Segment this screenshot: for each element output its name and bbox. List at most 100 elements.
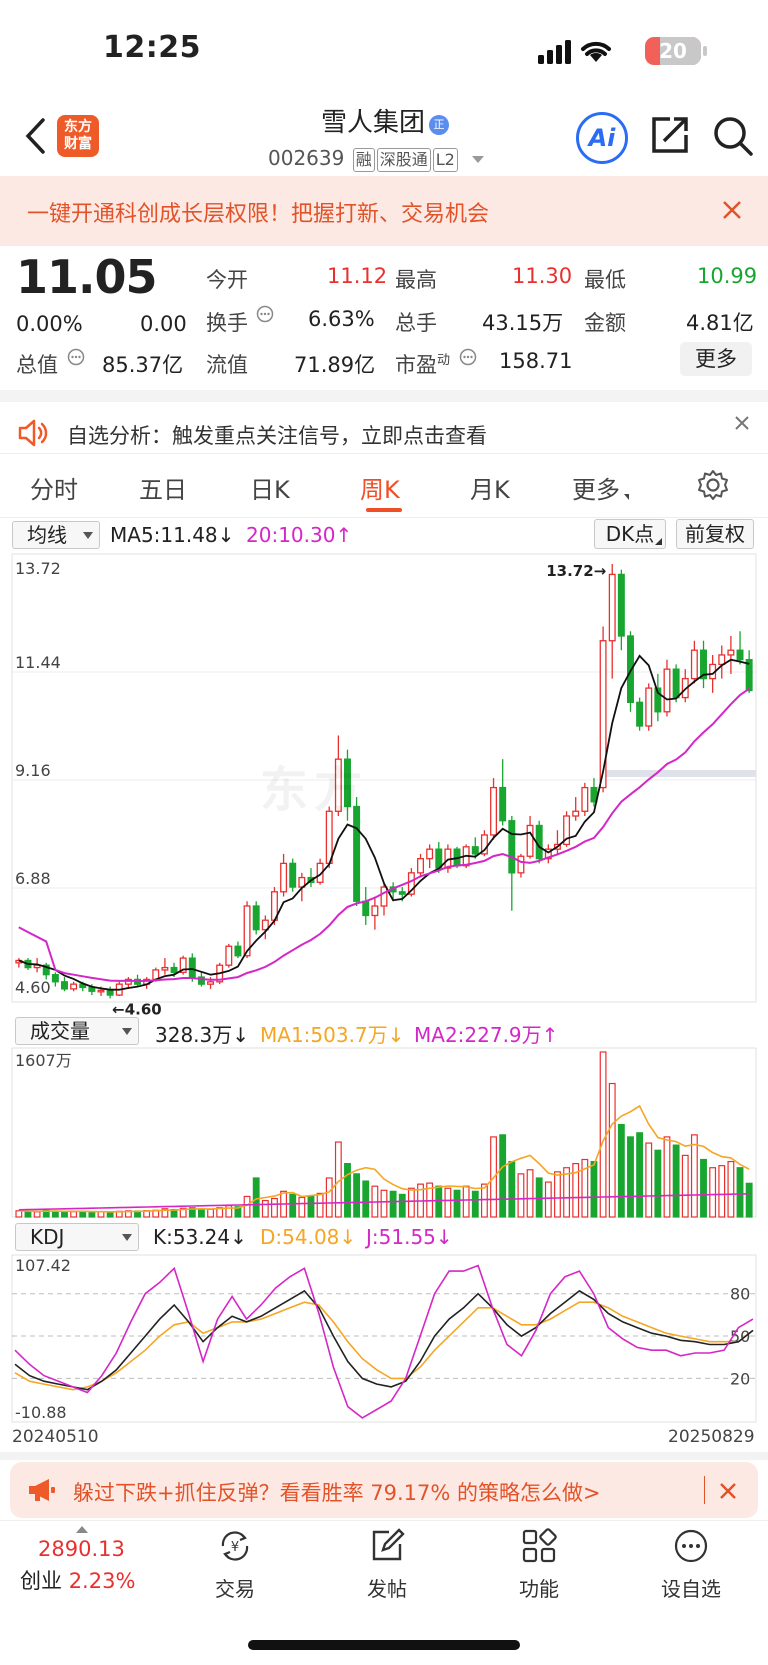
kdj-dropdown[interactable]: KDJ <box>15 1223 139 1251</box>
current-price: 11.05 <box>16 250 158 304</box>
index-row: 创业 2.23% <box>20 1565 170 1595</box>
tab-weekly-k[interactable]: 周K <box>360 476 400 504</box>
candle-body <box>544 848 552 860</box>
candle-body <box>398 891 406 895</box>
close-icon[interactable] <box>722 200 742 220</box>
candle-body <box>344 758 351 808</box>
volume-bar <box>106 1211 114 1218</box>
connect-tag: 深股通 <box>376 148 431 172</box>
float-value: 71.89亿 <box>294 353 376 377</box>
candle-body <box>380 886 388 907</box>
volume-label: 总手 <box>395 311 437 335</box>
candle-body <box>426 848 434 860</box>
turnover-value: 6.63% <box>308 307 375 331</box>
index-name: 创业 <box>20 1569 62 1593</box>
amount-label: 金额 <box>584 311 626 335</box>
tab-intraday[interactable]: 分时 <box>30 476 78 504</box>
close-icon[interactable] <box>719 1482 737 1500</box>
volume-bar <box>398 1193 406 1218</box>
candle-body <box>161 966 169 971</box>
level2-tag: L2 <box>432 148 458 172</box>
nav-post[interactable]: 发帖 <box>332 1520 442 1602</box>
info-icon[interactable] <box>459 348 477 366</box>
promo-banner[interactable] <box>0 176 768 246</box>
volume-bar <box>435 1185 443 1218</box>
volume-bar <box>572 1163 580 1218</box>
y-tick-label: 13.72 <box>15 559 61 578</box>
volume-dropdown-label: 成交量 <box>30 1019 90 1043</box>
vol-ma1-line <box>18 1104 750 1213</box>
high-annotation: 13.72→ <box>546 562 606 580</box>
volume-legend: 328.3万↓ <box>155 1019 249 1048</box>
change-pct: 0.00% <box>16 312 83 336</box>
open-label: 今开 <box>206 268 248 292</box>
promo-text[interactable]: 躲过下跌+抓住反弹？看看胜率 79.17% 的策略怎么做> <box>73 1481 601 1505</box>
y-tick-label: 11.44 <box>15 653 61 672</box>
candle-body <box>252 905 260 931</box>
battery-empty-part <box>660 37 701 65</box>
kdj-k-legend: K:53.24↓ <box>153 1225 247 1249</box>
notice-text[interactable]: 自选分析：触发重点关注信号，立即点击查看 <box>67 424 487 448</box>
nav-set-watchlist[interactable]: 设自选 <box>636 1520 746 1602</box>
tab-more[interactable]: 更多 <box>572 470 629 505</box>
candle-body <box>663 668 671 713</box>
candle-body <box>61 981 68 990</box>
more-button[interactable]: 更多 <box>680 342 752 376</box>
ma5-value: MA5:11.48 <box>110 523 218 547</box>
settings-gear-icon[interactable] <box>697 469 729 501</box>
index-ticker[interactable]: 2890.13 创业 2.23% <box>20 1526 170 1595</box>
search-icon[interactable] <box>712 115 754 157</box>
nav-functions[interactable]: 功能 <box>484 1520 594 1602</box>
volume-bar <box>88 1211 96 1218</box>
stock-subtitle[interactable]: 002639 融深股通 L2 <box>268 146 485 172</box>
share-icon[interactable] <box>650 115 690 155</box>
adjust-button[interactable]: 前复权 <box>676 519 754 549</box>
amount-value: 4.81亿 <box>686 311 754 335</box>
ai-button[interactable]: Ai <box>576 112 628 164</box>
y-tick-label: 9.16 <box>15 761 51 780</box>
volume-bar <box>325 1177 333 1218</box>
volume-bar <box>444 1187 452 1218</box>
tab-five-day[interactable]: 五日 <box>139 476 187 504</box>
kdj-j-legend: J:51.55↓ <box>366 1225 453 1249</box>
pe-label-text: 市盈 <box>395 353 437 377</box>
close-icon[interactable] <box>734 415 750 431</box>
chart-area[interactable]: 13.72 11.44 9.16 6.88 4.60 13.72→ ←4.60 1607万 10… <box>0 550 768 1450</box>
info-icon[interactable] <box>256 305 274 323</box>
volume-bar <box>636 1132 644 1218</box>
volume-bar <box>608 1082 616 1218</box>
y-tick-label: 6.88 <box>15 869 51 888</box>
ma-dropdown[interactable]: 均线 <box>12 521 100 549</box>
banner-text[interactable]: 一键开通科创成长层权限！把握打新、交易机会 <box>27 202 490 227</box>
ma5-legend: MA5:11.48↓ <box>110 523 234 547</box>
back-chevron-icon[interactable] <box>24 117 46 155</box>
high-label: 最高 <box>395 268 437 292</box>
volume-bar <box>554 1171 561 1218</box>
nav-trade[interactable]: ¥ 交易 <box>180 1520 290 1602</box>
volume-bar <box>700 1158 707 1218</box>
vol-ma2-legend: MA2:227.9万↑ <box>414 1019 558 1048</box>
volume-bar <box>161 1208 169 1218</box>
corner-caret-icon <box>655 538 662 545</box>
divider <box>0 390 768 402</box>
volume-value: 43.15万 <box>482 311 564 335</box>
tab-monthly-k[interactable]: 月K <box>470 476 510 504</box>
volume-dropdown[interactable]: 成交量 <box>15 1017 139 1045</box>
logo-line-1: 东方 <box>64 119 92 135</box>
more-circle-icon <box>674 1529 708 1563</box>
dk-point-button[interactable]: DK点 <box>594 519 666 549</box>
stock-name: 雪人集团 <box>320 108 425 138</box>
candle-body <box>626 635 634 703</box>
signal-wifi-icon <box>538 40 611 64</box>
info-icon[interactable] <box>67 348 85 366</box>
tab-daily-k[interactable]: 日K <box>250 476 290 504</box>
volume-bar <box>471 1190 479 1218</box>
megaphone-icon <box>29 1479 55 1501</box>
strategy-promo[interactable] <box>10 1462 758 1518</box>
volume-bar <box>480 1183 488 1218</box>
volume-bar <box>307 1195 315 1218</box>
candle-body <box>179 957 187 973</box>
battery-level: 20 <box>659 39 687 63</box>
volume-bar <box>727 1160 735 1218</box>
